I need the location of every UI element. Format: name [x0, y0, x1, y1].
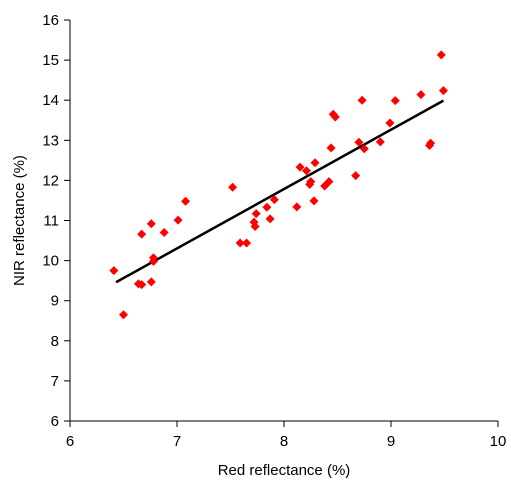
data-point [109, 266, 119, 276]
data-point [326, 143, 336, 153]
data-point [269, 195, 279, 205]
y-tick-label: 6 [51, 413, 59, 430]
data-point [250, 222, 260, 232]
y-tick-label: 9 [51, 293, 59, 310]
y-tick-label: 16 [42, 12, 59, 29]
data-point [262, 202, 272, 212]
data-point [351, 171, 361, 181]
data-point [148, 253, 158, 263]
data-point [137, 229, 147, 239]
y-tick-label: 7 [51, 373, 59, 390]
data-point [309, 196, 319, 206]
x-axis-title: Red reflectance (%) [218, 462, 351, 479]
y-tick-label: 15 [42, 52, 59, 69]
data-point [390, 96, 400, 106]
data-point [251, 209, 261, 219]
y-tick-label: 14 [42, 92, 59, 109]
data-point [330, 112, 340, 122]
x-tick-label: 9 [387, 433, 395, 450]
data-point [173, 215, 183, 225]
data-point [385, 118, 395, 128]
x-tick-label: 7 [173, 433, 181, 450]
data-point [235, 238, 245, 248]
axis-ticks: 6 7 8 9 10 11 12 13 14 15 16 6 7 8 9 10 [42, 12, 506, 450]
data-point [359, 144, 369, 154]
data-point [416, 90, 426, 100]
data-point [306, 177, 316, 187]
data-point [242, 238, 252, 248]
data-point [301, 166, 311, 176]
y-axis-title: NIR reflectance (%) [11, 155, 28, 286]
data-point [146, 277, 156, 287]
data-point [137, 280, 147, 290]
data-point [426, 138, 436, 148]
y-tick-label: 10 [42, 253, 59, 270]
data-point [146, 219, 156, 229]
data-point [375, 137, 385, 147]
trendline [115, 99, 445, 284]
data-point [181, 196, 191, 206]
data-point [295, 162, 305, 172]
y-tick-label: 8 [51, 333, 59, 350]
data-point [159, 228, 169, 238]
data-point [438, 86, 448, 96]
data-point [354, 137, 364, 147]
y-tick-label: 13 [42, 132, 59, 149]
x-tick-label: 10 [490, 433, 507, 450]
data-point [310, 158, 320, 168]
data-points [109, 50, 448, 320]
y-tick-label: 12 [42, 172, 59, 189]
data-point [292, 202, 302, 212]
trendline-layer [115, 99, 445, 284]
x-tick-label: 6 [66, 433, 74, 450]
data-point [357, 95, 367, 105]
data-point [228, 182, 238, 192]
axes [69, 20, 498, 422]
x-tick-label: 8 [280, 433, 288, 450]
data-point [249, 217, 259, 227]
data-point [436, 50, 446, 60]
data-point [324, 177, 334, 187]
y-tick-label: 11 [43, 213, 59, 230]
data-point [119, 310, 128, 320]
data-point [265, 214, 275, 224]
